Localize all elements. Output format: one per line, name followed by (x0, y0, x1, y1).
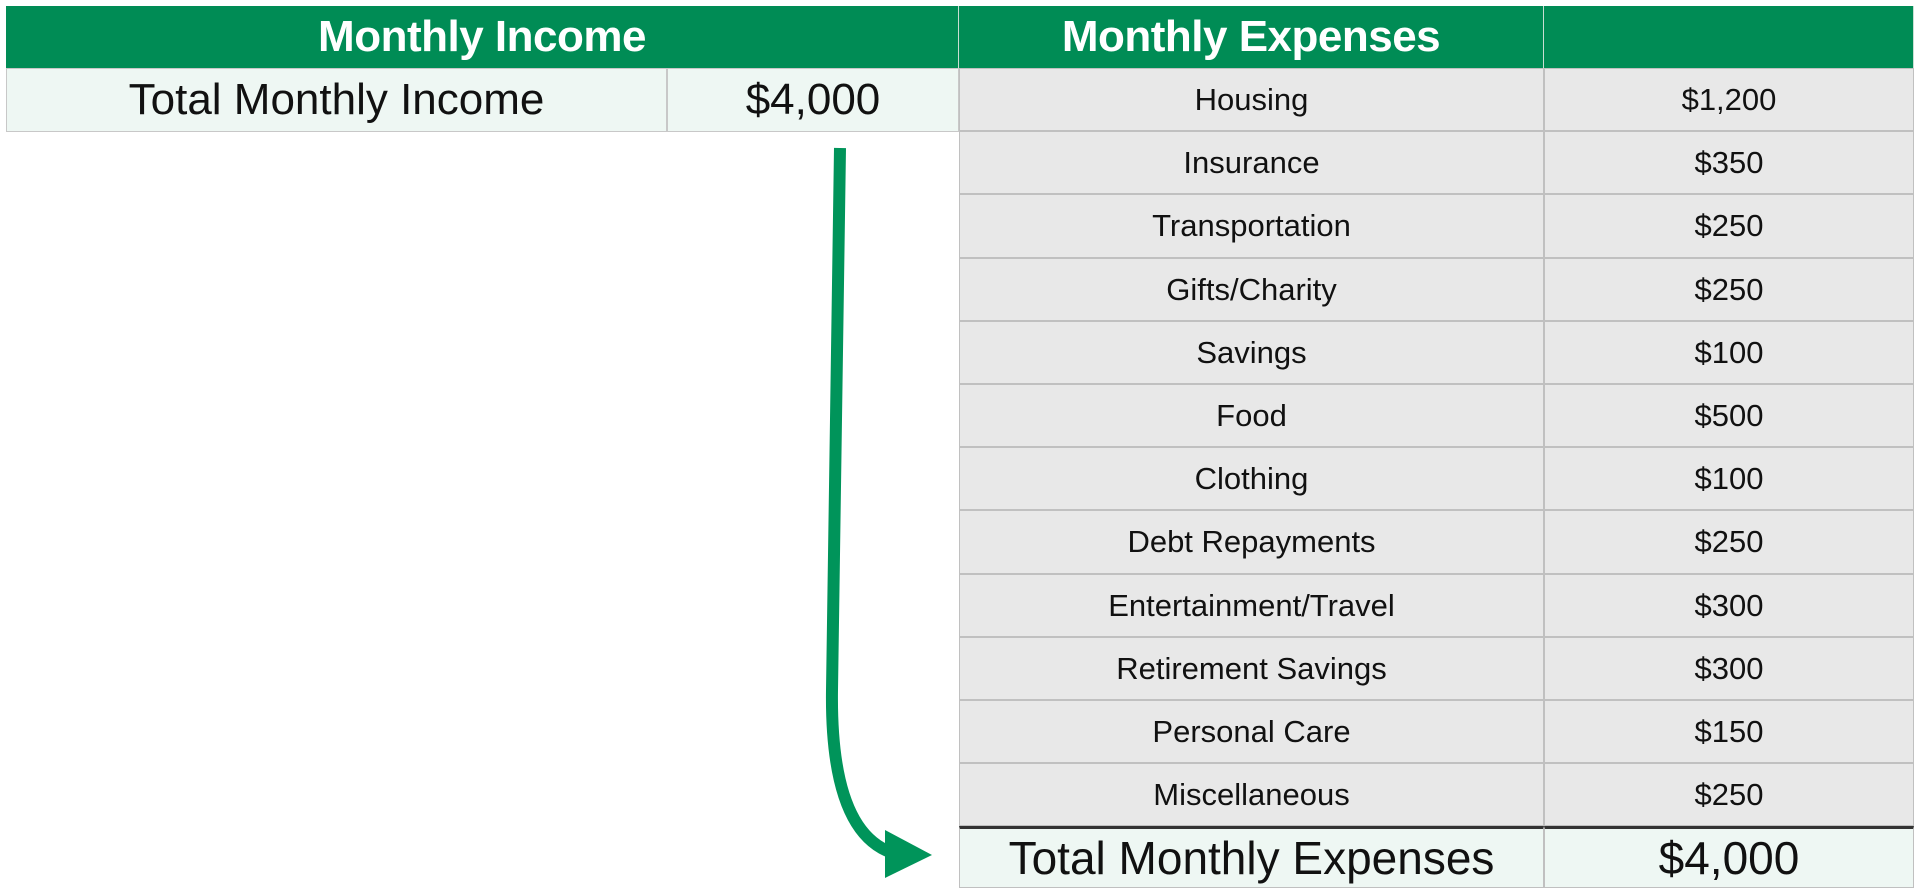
expense-value: $150 (1694, 713, 1764, 749)
expense-label: Housing (1194, 81, 1309, 117)
expense-value: $250 (1694, 524, 1764, 559)
expenses-header-value-cell (1544, 6, 1914, 68)
expense-row-label: Transportation (959, 194, 1544, 258)
expense-value: $100 (1694, 460, 1764, 496)
expense-value: $250 (1694, 776, 1764, 812)
expense-value: $250 (1694, 208, 1764, 243)
expense-label: Savings (1196, 334, 1307, 370)
expense-row-value: $250 (1544, 194, 1914, 258)
expense-label: Personal Care (1152, 713, 1351, 749)
income-title: Monthly Income (318, 12, 646, 61)
expense-label: Retirement Savings (1116, 650, 1387, 686)
expense-row-value: $250 (1544, 763, 1914, 826)
expense-row-label: Entertainment/Travel (959, 574, 1544, 637)
expense-label: Entertainment/Travel (1108, 587, 1395, 623)
expense-row-value: $300 (1544, 637, 1914, 700)
expense-value: $100 (1694, 334, 1764, 370)
expense-row-value: $100 (1544, 447, 1914, 510)
expense-row-label: Housing (959, 68, 1544, 131)
expense-label: Debt Repayments (1127, 524, 1376, 559)
expense-row-label: Miscellaneous (959, 763, 1544, 826)
expense-value: $1,200 (1681, 81, 1777, 117)
expense-value: $300 (1694, 650, 1764, 686)
expenses-total-label: Total Monthly Expenses (1008, 832, 1495, 884)
expense-label: Gifts/Charity (1166, 271, 1337, 307)
expense-row-value: $350 (1544, 131, 1914, 194)
expense-label: Miscellaneous (1153, 776, 1350, 812)
expense-row-label: Clothing (959, 447, 1544, 510)
expense-row-label: Insurance (959, 131, 1544, 194)
expense-row-label: Gifts/Charity (959, 258, 1544, 321)
income-header: Monthly Income (6, 6, 959, 68)
expense-row-label: Debt Repayments (959, 510, 1544, 574)
flow-arrow-line (825, 147, 902, 861)
expense-value: $250 (1694, 271, 1764, 307)
expense-row-value: $300 (1544, 574, 1914, 637)
income-total-label: Total Monthly Income (128, 75, 545, 124)
expense-row-label: Food (959, 384, 1544, 447)
expense-row-label: Savings (959, 321, 1544, 384)
expense-value: $350 (1694, 144, 1764, 180)
expenses-total-value: $4,000 (1658, 832, 1800, 884)
expense-row-value: $250 (1544, 258, 1914, 321)
expense-row-value: $100 (1544, 321, 1914, 384)
flow-arrow-head (885, 830, 932, 878)
expense-row-value: $250 (1544, 510, 1914, 574)
expense-row-label: Personal Care (959, 700, 1544, 763)
income-total-label-cell: Total Monthly Income (6, 68, 667, 132)
expenses-total-label-cell: Total Monthly Expenses (959, 826, 1544, 888)
expense-value: $500 (1694, 397, 1764, 433)
expense-value: $300 (1694, 587, 1764, 623)
expense-row-label: Retirement Savings (959, 637, 1544, 700)
expense-label: Food (1216, 397, 1287, 433)
expense-row-value: $500 (1544, 384, 1914, 447)
income-total-value: $4,000 (745, 75, 881, 124)
expenses-total-value-cell: $4,000 (1544, 826, 1914, 888)
expense-label: Transportation (1152, 208, 1351, 243)
expense-label: Insurance (1183, 144, 1320, 180)
expense-row-value: $150 (1544, 700, 1914, 763)
expense-row-value: $1,200 (1544, 68, 1914, 131)
expense-label: Clothing (1194, 460, 1309, 496)
expenses-header: Monthly Expenses (959, 6, 1544, 68)
income-total-value-cell: $4,000 (667, 68, 959, 132)
expenses-title: Monthly Expenses (1061, 12, 1441, 61)
